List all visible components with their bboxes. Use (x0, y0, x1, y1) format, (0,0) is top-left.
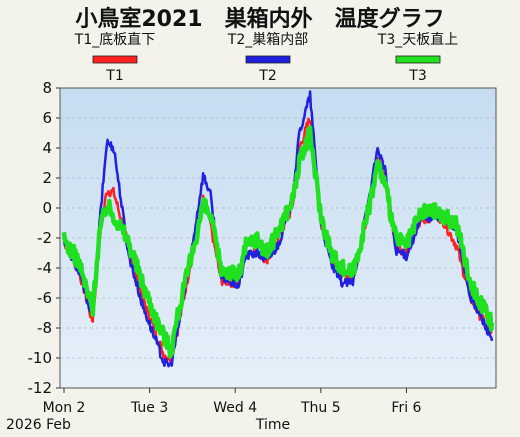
series-header-label: T2_巣箱内部 (227, 32, 308, 48)
legend: T1 T2 T3 (92, 55, 441, 84)
legend-label-t1: T1 (105, 68, 123, 84)
x-date-label: 2026 Feb (6, 417, 71, 433)
y-tick-label: -2 (37, 229, 52, 247)
legend-label-t3: T3 (408, 68, 426, 84)
legend-label-t2: T2 (258, 68, 276, 84)
legend-swatch-t2 (245, 55, 291, 64)
y-tick-label: -4 (37, 259, 52, 277)
x-tick-label: Tue 3 (130, 400, 168, 416)
series-header-labels: T1_底板直下 T2_巣箱内部 T3_天板直上 (74, 31, 458, 48)
series-header-label: T1_底板直下 (74, 31, 155, 48)
y-tick-label: -10 (28, 349, 53, 367)
y-tick-label: 6 (42, 109, 52, 127)
y-tick-label: -8 (37, 319, 52, 337)
series-lines (61, 90, 495, 368)
series-header-label: T3_天板直上 (377, 31, 458, 48)
y-tick-label: 2 (42, 169, 52, 187)
y-tick-label: -12 (28, 379, 53, 397)
y-tick-label: -6 (37, 289, 52, 307)
y-tick-label: 8 (42, 79, 52, 97)
y-tick-label: 4 (42, 139, 52, 157)
chart-title: 小鳥室2021 巣箱内外 温度グラフ (75, 6, 444, 32)
x-tick-label: Thu 5 (300, 400, 341, 416)
x-tick-label: Wed 4 (213, 400, 257, 416)
y-axis: -12 -10 -8 -6 -4 -2 0 2 4 6 8 (28, 79, 60, 397)
x-tick-label: Fri 6 (391, 400, 421, 416)
x-axis: Mon 2 Tue 3 Wed 4 Thu 5 Fri 6 (43, 388, 422, 416)
x-tick-label: Mon 2 (43, 400, 86, 416)
series-line-t3 (61, 125, 495, 359)
legend-swatch-t3 (395, 55, 441, 64)
x-axis-title: Time (255, 417, 290, 433)
legend-swatch-t1 (92, 55, 138, 64)
y-tick-label: 0 (42, 199, 52, 217)
